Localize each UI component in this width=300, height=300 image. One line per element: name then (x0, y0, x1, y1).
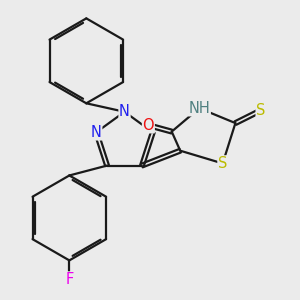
Text: N: N (119, 104, 130, 119)
Text: S: S (218, 156, 227, 171)
Text: N: N (91, 125, 102, 140)
Text: NH: NH (188, 101, 210, 116)
Text: F: F (65, 272, 74, 287)
Text: O: O (142, 118, 154, 133)
Text: S: S (256, 103, 266, 118)
